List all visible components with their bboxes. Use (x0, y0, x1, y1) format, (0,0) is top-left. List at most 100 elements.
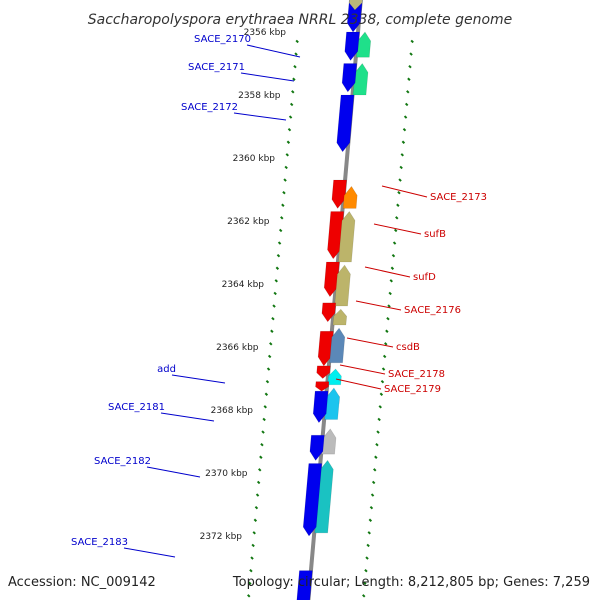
plus-strand-feature (317, 330, 334, 367)
kbp-tick-label: 2366 kbp (216, 343, 259, 353)
tick-dot-right (370, 493, 375, 497)
tick-dot-left (289, 102, 294, 107)
tick-dot-left (260, 442, 264, 447)
tick-dot-left (261, 430, 265, 434)
plus-strand-feature (302, 463, 323, 537)
tick-dot-left (286, 140, 291, 144)
topology-text: Topology: circular; Length: 8,212,805 bp… (232, 575, 590, 590)
right-leader-line (335, 378, 382, 390)
tick-dot-right (371, 480, 376, 485)
left-gene-label: SACE_2183 (71, 537, 128, 548)
tick-dot-left (248, 581, 252, 585)
tick-dot-right (397, 190, 401, 195)
tick-dot-right (401, 140, 406, 144)
tick-dot-left (253, 518, 258, 522)
left-leader-line (233, 112, 287, 121)
tick-dot-left (264, 392, 269, 396)
kbp-tick-label: 2358 kbp (238, 91, 281, 101)
tick-dot-right (373, 468, 377, 472)
tick-dot-right (404, 102, 409, 107)
plus-strand-feature (323, 261, 340, 298)
tick-dot-left (282, 190, 286, 195)
tick-dot-right (395, 216, 399, 220)
tick-dot-left (275, 266, 280, 270)
left-leader-line (171, 374, 226, 384)
tick-dot-right (379, 392, 384, 396)
plus-strand-feature (296, 570, 313, 600)
right-leader-line (346, 337, 394, 348)
tick-dot-right (402, 127, 407, 132)
tick-dot-left (278, 228, 283, 233)
tick-dot-right (363, 581, 367, 585)
tick-dot-left (274, 279, 278, 283)
tick-dot-left (259, 455, 263, 459)
right-gene-label: csdB (396, 342, 420, 353)
left-leader-line (240, 72, 295, 82)
tick-dot-right (377, 417, 381, 422)
left-leader-line (246, 44, 301, 58)
kbp-tick-label: 2360 kbp (233, 154, 276, 164)
tick-dot-right (375, 442, 379, 447)
plus-strand-feature (341, 63, 358, 93)
tick-dot-right (368, 518, 373, 522)
right-leader-line (373, 223, 422, 235)
minus-strand-feature (324, 387, 340, 420)
right-leader-line (364, 266, 411, 278)
tick-dot-right (408, 64, 412, 69)
tick-dot-left (251, 543, 255, 548)
tick-dot-right (366, 543, 370, 548)
tick-dot-left (249, 568, 253, 573)
right-leader-line (381, 185, 428, 198)
tick-dot-left (247, 594, 251, 598)
left-gene-label: SACE_2181 (108, 402, 165, 413)
tick-dot-right (393, 228, 398, 233)
plus-strand-feature (344, 31, 360, 61)
tick-dot-left (254, 505, 259, 510)
tick-dot-left (295, 39, 299, 44)
tick-dot-left (270, 329, 274, 333)
kbp-tick-label: 2370 kbp (205, 469, 248, 479)
tick-dot-left (280, 216, 284, 220)
minus-strand-feature (355, 31, 372, 58)
tick-dot-right (378, 405, 382, 409)
right-gene-label: SACE_2179 (384, 384, 441, 395)
tick-dot-right (364, 568, 368, 573)
genome-title: Saccharopolyspora erythraea NRRL 2338, c… (88, 12, 513, 28)
plus-strand-feature (316, 365, 331, 379)
tick-dot-right (398, 178, 402, 182)
tick-dot-right (382, 354, 387, 359)
minus-strand-feature (334, 264, 351, 307)
plus-strand-feature (315, 381, 330, 392)
plus-strand-feature (321, 302, 337, 323)
tick-dot-left (271, 316, 275, 321)
tick-dot-right (409, 52, 413, 56)
tick-dot-left (283, 178, 287, 182)
minus-strand-feature (332, 308, 348, 326)
right-gene-label: SACE_2178 (388, 369, 445, 380)
tick-dot-left (258, 468, 262, 472)
minus-strand-feature (338, 210, 356, 263)
tick-dot-right (386, 316, 390, 321)
right-gene-label: SACE_2176 (404, 305, 461, 316)
minus-strand-feature (352, 62, 369, 96)
tick-dot-left (291, 90, 295, 94)
tick-dot-left (266, 367, 271, 371)
tick-dot-right (362, 594, 366, 598)
tick-dot-right (400, 153, 404, 157)
plus-strand-feature (331, 179, 347, 209)
tick-dot-right (410, 39, 414, 44)
tick-dot-right (374, 455, 378, 459)
tick-dot-left (293, 64, 297, 69)
tick-dot-left (262, 417, 266, 422)
tick-dot-left (272, 304, 276, 308)
tick-dot-right (384, 342, 388, 346)
right-gene-label: sufB (424, 229, 446, 240)
left-leader-line (123, 547, 176, 558)
kbp-tick-label: 2368 kbp (211, 406, 254, 416)
plus-strand-feature (312, 390, 329, 424)
tick-dot-left (284, 165, 288, 170)
tick-dot-right (391, 253, 396, 258)
tick-dot-left (276, 253, 281, 258)
